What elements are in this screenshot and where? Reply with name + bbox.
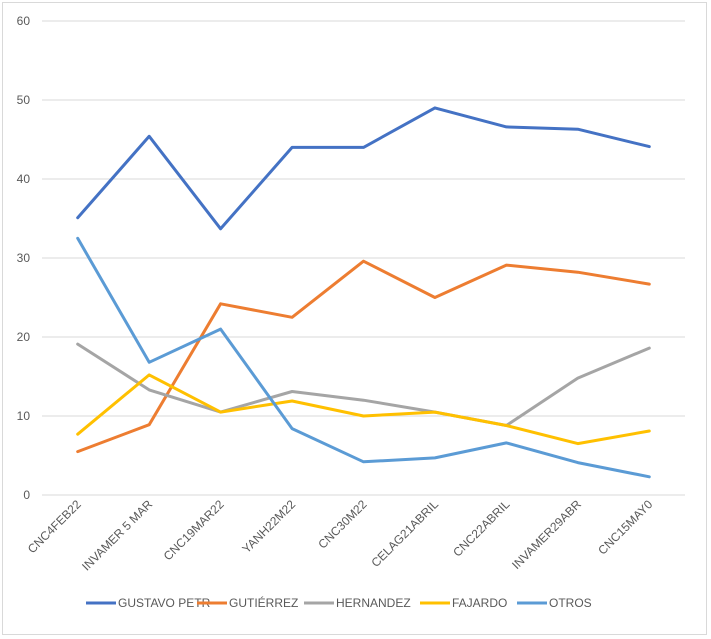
series-line-hernandez: [76, 342, 651, 427]
y-tick-label: 50: [17, 93, 31, 107]
y-tick-label: 40: [17, 172, 31, 186]
series-line-gustavo-petr: [76, 106, 651, 231]
legend-label: GUTIÉRREZ: [229, 595, 298, 610]
legend-label: FAJARDO: [452, 596, 507, 610]
x-tick-label: CNC30M22: [315, 497, 369, 551]
x-tick-label: INVAMER 5 MAR: [79, 497, 155, 573]
x-tick-label: CNC4FEB22: [25, 497, 84, 556]
series-line-otros: [76, 236, 651, 479]
y-tick-label: 10: [17, 409, 31, 423]
y-tick-label: 0: [23, 488, 30, 502]
x-tick-label: INVAMER29ABR: [509, 497, 584, 572]
y-tick-label: 30: [17, 251, 31, 265]
series-line-guti-rrez: [76, 259, 651, 454]
y-tick-label: 20: [17, 330, 31, 344]
x-tick-label: CELAG21ABRIL: [368, 497, 441, 570]
legend-label: HERNANDEZ: [336, 596, 411, 610]
legend-label: GUSTAVO PETR: [118, 596, 211, 610]
x-tick-label: YANH22M22: [239, 497, 298, 556]
legend-label: OTROS: [549, 596, 592, 610]
x-tick-label: CNC15MAY0: [595, 497, 655, 557]
series-line-fajardo: [76, 373, 651, 446]
x-tick-label: CNC19MAR22: [161, 497, 227, 563]
x-tick-label: CNC22ABRIL: [450, 497, 512, 559]
y-tick-label: 60: [17, 14, 31, 28]
